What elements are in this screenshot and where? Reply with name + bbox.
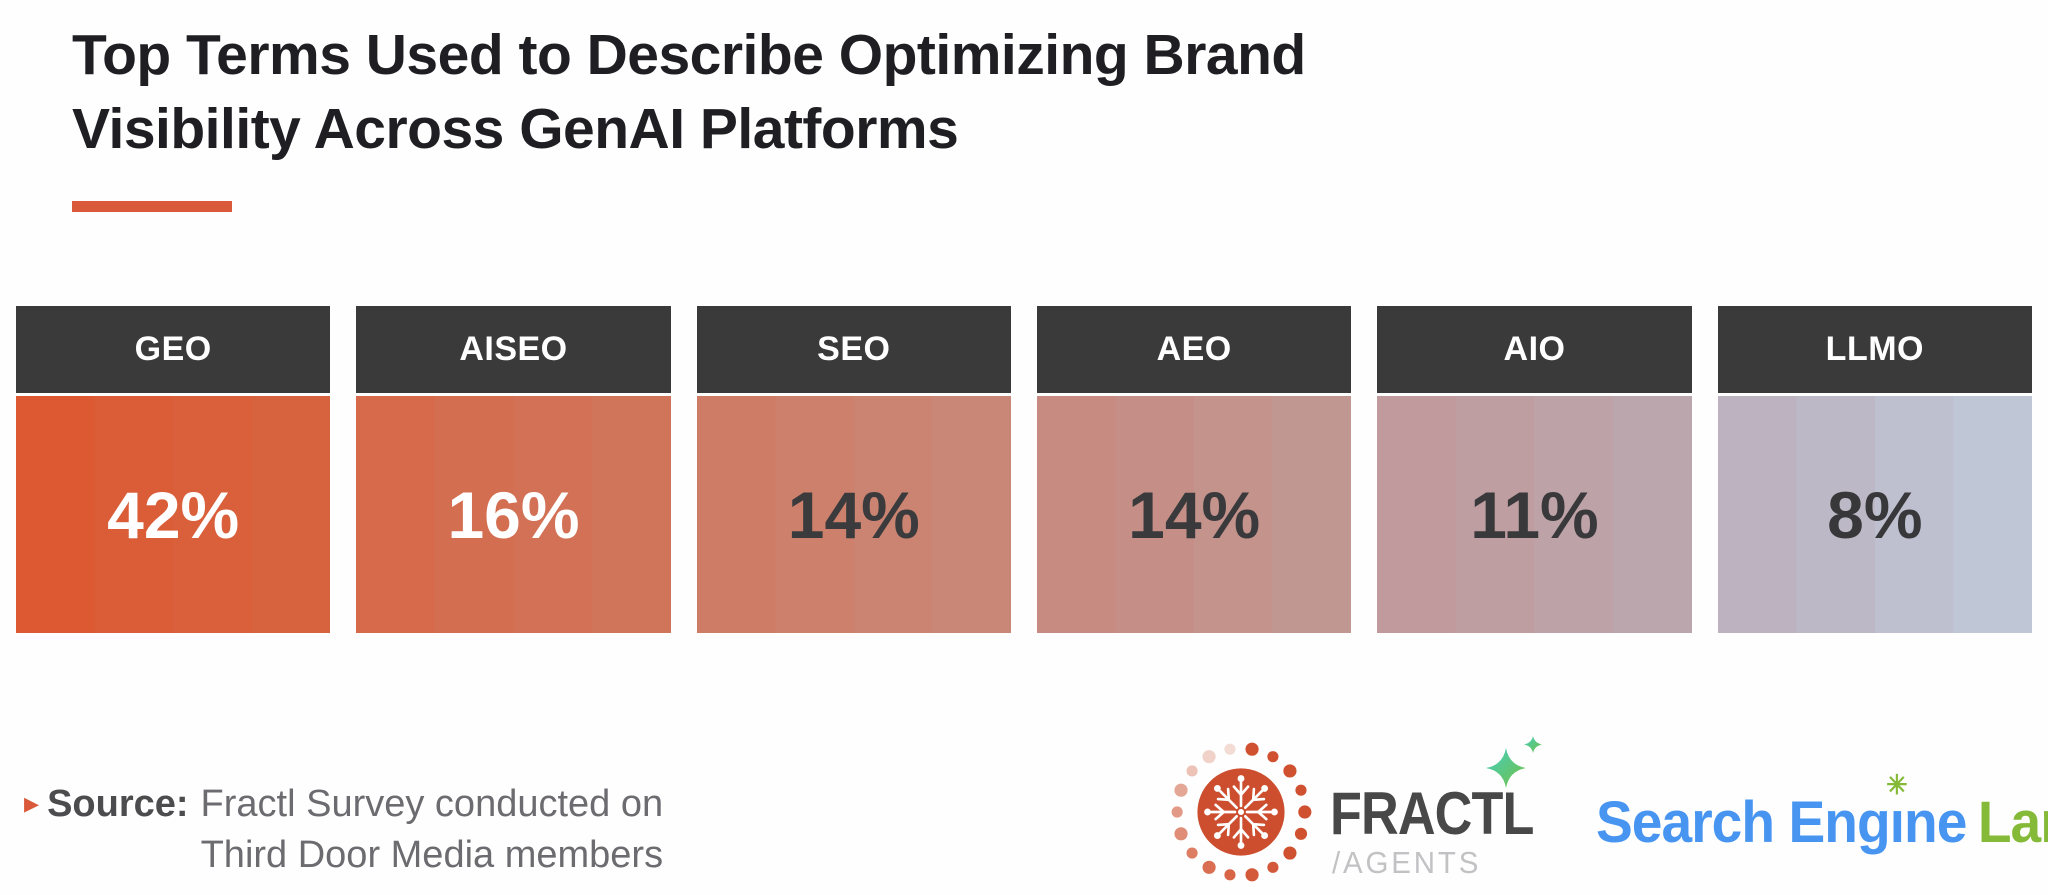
term-header: AEO	[1037, 306, 1352, 393]
term-header: SEO	[696, 306, 1011, 393]
term-label: AISEO	[459, 330, 568, 368]
percentage-value: 16%	[447, 477, 580, 552]
bar-chart: GEO 42% AISEO 16% SEO 14% AEO	[16, 306, 2032, 633]
chart-column-aiseo: AISEO 16%	[356, 306, 671, 633]
chart-column-aeo: AEO 14%	[1037, 306, 1352, 633]
percentage-value: 8%	[1827, 477, 1923, 552]
percentage-value: 11%	[1470, 477, 1599, 552]
percentage-value: 42%	[107, 477, 240, 552]
term-header: LLMO	[1717, 306, 2032, 393]
percentage-bar: 42%	[16, 396, 331, 633]
term-label: SEO	[817, 330, 891, 368]
title-line-1: Top Terms Used to Describe Optimizing Br…	[72, 23, 1306, 87]
search-engine-land-logo: Search Engı✳neLand	[1596, 770, 2048, 856]
fractl-logo-icon	[1171, 742, 1312, 882]
source-text: Fractl Survey conducted on Third Door Med…	[201, 779, 664, 882]
source-arrow-icon: ▸	[24, 787, 40, 820]
term-header: AISEO	[356, 306, 671, 393]
percentage-value: 14%	[1128, 477, 1261, 552]
term-label: GEO	[134, 330, 212, 368]
percentage-bar: 8%	[1717, 396, 2032, 633]
fractl-dot-ring	[1171, 742, 1312, 882]
page-title: Top Terms Used to Describe Optimizing Br…	[72, 18, 1306, 166]
percentage-bar: 11%	[1377, 396, 1692, 633]
source-label: Source:	[47, 783, 189, 825]
source-note: ▸ Source: Fractl Survey conducted on Thir…	[24, 779, 663, 882]
percentage-bar: 14%	[696, 396, 1011, 633]
title-accent-rule	[72, 201, 232, 212]
title-line-2: Visibility Across GenAI Platforms	[72, 97, 959, 162]
sel-land-label: Land	[1977, 790, 2048, 855]
fractl-wordmark: FRACTL	[1330, 780, 1534, 847]
term-header: AIO	[1377, 306, 1692, 393]
percentage-value: 14%	[787, 477, 920, 552]
sel-text-segment: ne	[1904, 790, 1967, 855]
sel-letter-i: ı ✳	[1886, 770, 1908, 856]
gear-dot-icon: ✳	[1886, 770, 1908, 800]
source-text-line-1: Fractl Survey conducted on	[200, 783, 664, 825]
sparkle-icon	[1486, 736, 1542, 788]
sel-text-segment: Search Eng	[1596, 790, 1891, 855]
term-label: AIO	[1503, 330, 1566, 368]
term-header: GEO	[16, 306, 331, 393]
source-text-line-2: Third Door Media members	[200, 834, 664, 877]
percentage-bar: 16%	[356, 396, 671, 633]
fractl-agents-label: /AGENTS	[1332, 845, 1482, 880]
term-label: LLMO	[1825, 330, 1924, 368]
chart-column-aio: AIO 11%	[1377, 306, 1692, 633]
percentage-bar: 14%	[1037, 396, 1352, 633]
chart-column-geo: GEO 42%	[16, 306, 331, 633]
chart-column-llmo: LLMO 8%	[1717, 306, 2032, 633]
chart-column-seo: SEO 14%	[696, 306, 1011, 633]
term-label: AEO	[1156, 330, 1232, 368]
